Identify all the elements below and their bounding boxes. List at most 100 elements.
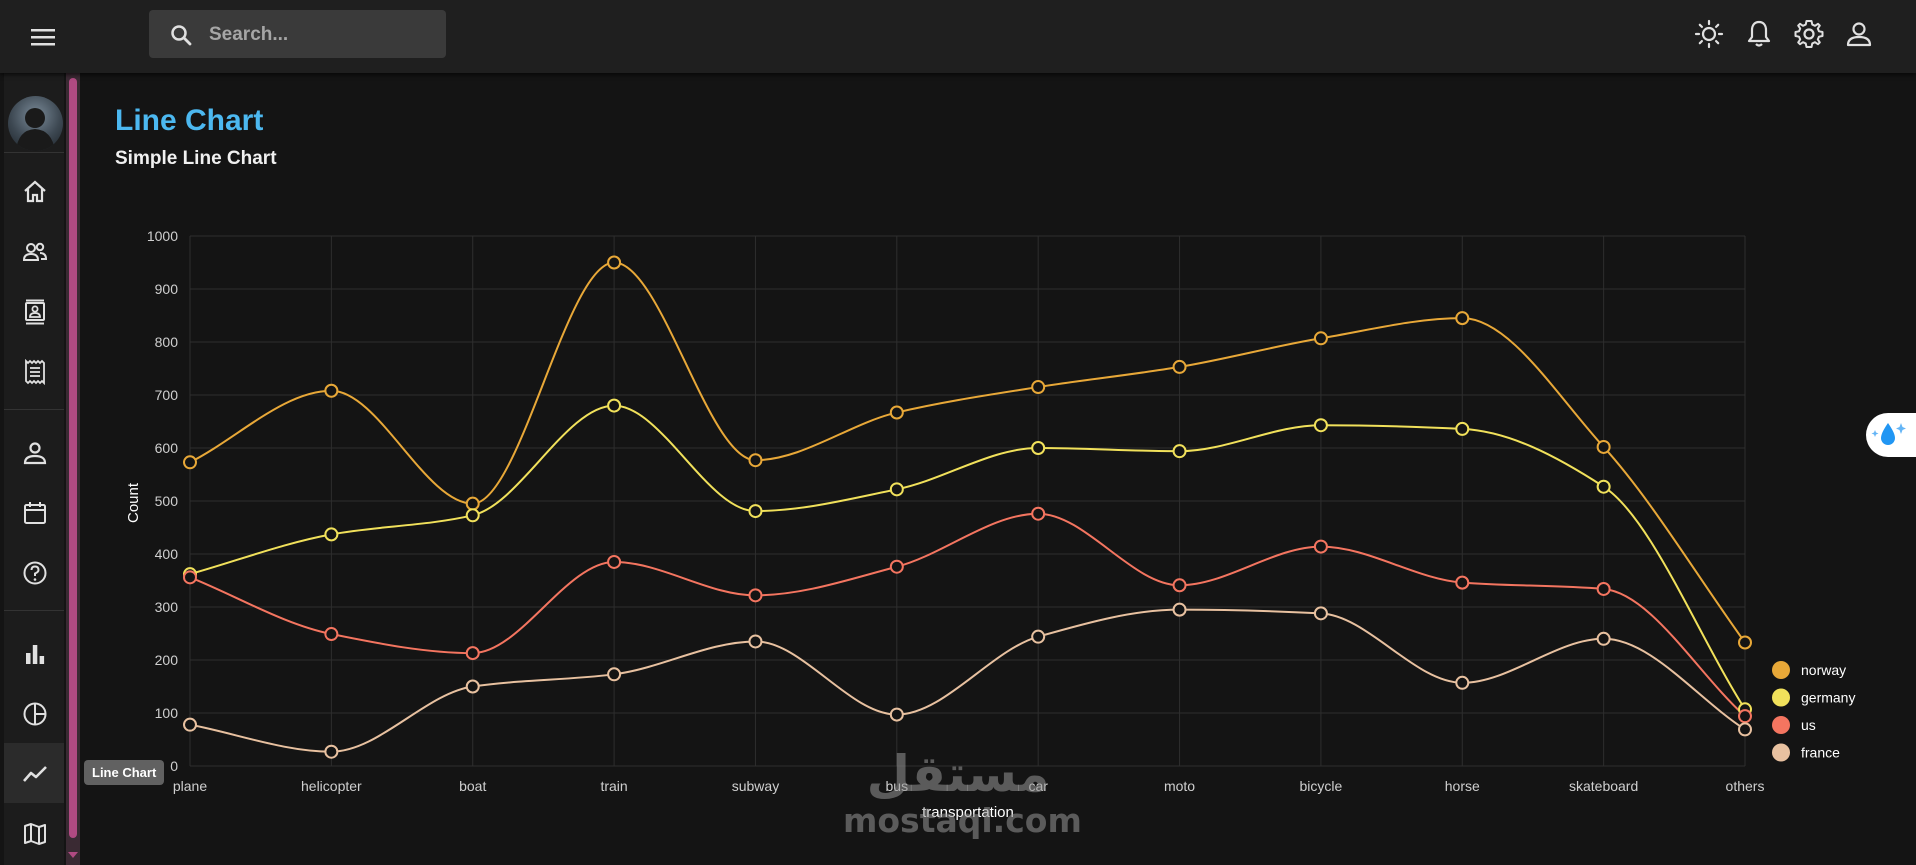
data-point-france	[1738, 722, 1752, 737]
chart-points	[183, 255, 1752, 759]
data-point-us	[1031, 506, 1046, 521]
sidebar	[4, 73, 64, 865]
scroll-down-arrow[interactable]	[68, 852, 78, 858]
data-point-norway	[1031, 380, 1046, 395]
line-chart: 0 100 200 300 400 500 600 700 800 900 1000 plane he…	[125, 228, 1855, 821]
chart-lines	[189, 261, 1746, 753]
y-tick-label: 100	[155, 705, 179, 721]
series-line-germany	[189, 404, 1746, 710]
legend-label-norway: norway	[1801, 662, 1846, 678]
data-point-france	[889, 707, 904, 722]
calendar-icon	[24, 502, 46, 524]
data-point-germany	[465, 508, 480, 523]
x-tick-label: train	[600, 778, 627, 794]
sidebar-item-calendar[interactable]	[4, 482, 64, 542]
avatar[interactable]	[8, 96, 63, 151]
light-mode-icon[interactable]	[1693, 18, 1725, 50]
y-axis-ticks: 0 100 200 300 400 500 600 700 800 900 1000	[147, 228, 178, 774]
data-point-germany	[748, 504, 763, 519]
sidebar-item-profile[interactable]	[4, 422, 64, 482]
data-point-france	[183, 717, 197, 732]
x-tick-label: moto	[1164, 778, 1195, 794]
sidebar-item-bar-chart[interactable]	[4, 623, 64, 683]
data-point-us	[324, 627, 339, 642]
x-tick-label: bicycle	[1300, 778, 1343, 794]
invoices-icon	[25, 359, 45, 385]
data-point-france	[1313, 606, 1328, 621]
sidebar-item-geography[interactable]	[4, 803, 64, 863]
data-point-germany	[607, 398, 622, 413]
chart-grid	[189, 235, 1746, 767]
legend-swatch-germany	[1772, 688, 1790, 707]
legend-swatch-us	[1772, 716, 1790, 734]
y-tick-label: 800	[155, 334, 179, 350]
sidebar-scrollbar-thumb[interactable]	[69, 78, 77, 838]
search-input[interactable]	[207, 20, 431, 50]
data-point-us	[1738, 709, 1752, 724]
x-tick-label: subway	[732, 778, 779, 794]
search-box[interactable]	[149, 10, 446, 58]
data-point-norway	[1172, 359, 1187, 374]
menu-icon[interactable]	[26, 20, 60, 54]
data-point-norway	[889, 405, 904, 420]
sidebar-item-line-chart[interactable]	[4, 743, 64, 803]
data-point-us	[889, 559, 904, 574]
data-point-us	[607, 554, 622, 569]
sidebar-item-invoices[interactable]	[4, 341, 64, 401]
watermark-arabic: مستقل	[866, 745, 1050, 803]
legend-label-us: us	[1801, 717, 1816, 733]
data-point-germany	[1031, 441, 1046, 455]
data-point-germany	[1596, 479, 1611, 494]
search-icon	[171, 25, 192, 46]
sidebar-tooltip: Line Chart	[84, 760, 165, 785]
data-point-us	[1596, 581, 1611, 596]
data-point-france	[1172, 602, 1187, 617]
data-point-france	[465, 679, 480, 694]
x-axis-ticks: plane helicopter boat train subway bus car moto…	[173, 778, 1765, 794]
sidebar-divider	[4, 152, 64, 153]
legend-label-germany: germany	[1801, 690, 1855, 706]
sidebar-item-team[interactable]	[4, 221, 64, 281]
y-tick-label: 600	[155, 440, 179, 456]
sidebar-item-pie-chart[interactable]	[4, 683, 64, 743]
data-point-norway	[607, 255, 622, 270]
x-tick-label: plane	[173, 778, 207, 794]
y-tick-label: 300	[155, 599, 179, 615]
data-point-norway	[1596, 439, 1611, 454]
notifications-icon[interactable]	[1743, 18, 1775, 50]
data-point-germany	[324, 527, 339, 542]
series-line-norway	[189, 261, 1746, 644]
y-tick-label: 900	[155, 281, 179, 297]
x-axis-label: transportation	[922, 804, 1014, 821]
sidebar-item-faq[interactable]	[4, 542, 64, 602]
sidebar-item-dashboard[interactable]	[4, 161, 64, 221]
contacts-icon	[25, 299, 45, 325]
data-point-norway	[748, 453, 763, 468]
sidebar-item-contacts[interactable]	[4, 281, 64, 341]
watermark-latin: mostaql.com	[843, 801, 1082, 840]
legend-label-france: france	[1801, 745, 1840, 761]
theme-toggle-button[interactable]	[1866, 413, 1916, 457]
data-point-norway	[183, 455, 197, 470]
chart-legend: norway germany us france	[1772, 661, 1855, 762]
data-point-us	[748, 588, 763, 603]
data-point-germany	[1455, 421, 1470, 436]
data-point-us	[1455, 575, 1470, 590]
x-tick-label: skateboard	[1569, 778, 1638, 794]
data-point-france	[607, 667, 622, 682]
page-title: Line Chart	[115, 104, 264, 137]
y-tick-label: 200	[155, 652, 179, 668]
x-tick-label: car	[1028, 778, 1048, 794]
legend-swatch-norway	[1772, 661, 1790, 679]
x-tick-label: boat	[459, 778, 486, 794]
data-point-norway	[1455, 311, 1470, 326]
data-point-france	[1455, 675, 1470, 690]
bar-chart-icon	[26, 645, 45, 664]
data-point-france	[1596, 631, 1611, 646]
y-tick-label: 400	[155, 546, 179, 562]
y-tick-label: 0	[170, 758, 178, 774]
user-icon[interactable]	[1843, 18, 1875, 50]
data-point-norway	[324, 383, 339, 398]
data-point-us	[1172, 578, 1187, 593]
settings-icon[interactable]	[1793, 18, 1825, 50]
